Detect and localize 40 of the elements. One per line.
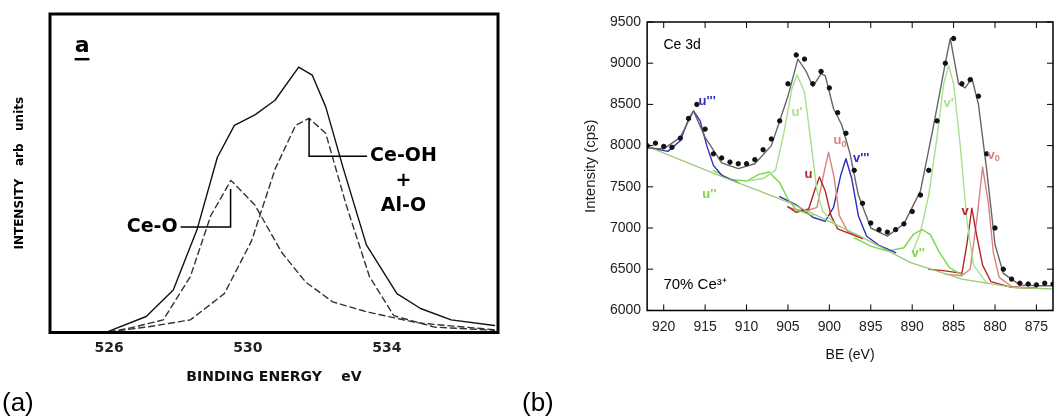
x-tick-label: 534 <box>372 339 402 356</box>
text: (b) <box>522 387 554 418</box>
x-axis-title: BINDING ENERGY eV <box>186 368 362 385</box>
y-axis-title: Intensity (cps) <box>581 119 599 213</box>
annotation: 70% Ce³⁺ <box>663 274 727 292</box>
text: (a) <box>2 387 34 418</box>
x-tick-label: 895 <box>859 317 883 334</box>
x-tick-label: 915 <box>693 317 718 334</box>
y-tick-label: 6500 <box>609 260 642 277</box>
x-tick-label: 880 <box>983 317 1007 334</box>
series-label: v' <box>943 95 954 111</box>
x-tick-label: 920 <box>652 317 676 334</box>
series-label: v'' <box>911 245 925 261</box>
x-tick-label: 900 <box>817 317 842 334</box>
series-label: u <box>804 166 813 182</box>
y-tick-label: 7500 <box>609 177 642 194</box>
annotation: Ce 3d <box>663 35 701 52</box>
x-tick-label: 885 <box>941 317 966 334</box>
x-axis-title: BE (eV) <box>825 346 875 363</box>
annotation: Ce-OH + Al-O <box>370 143 437 215</box>
y-tick-label: 6000 <box>609 301 642 318</box>
series-label: u' <box>791 104 803 120</box>
text: a <box>74 31 90 57</box>
x-tick-label: 530 <box>233 339 263 356</box>
series-label: v''' <box>852 150 870 166</box>
x-tick-label: 875 <box>1024 317 1049 334</box>
x-tick-label: 910 <box>734 317 759 334</box>
y-axis-title: INTENSITY arb units <box>12 96 27 250</box>
x-tick-label: 526 <box>94 339 124 356</box>
y-tick-label: 7000 <box>609 218 642 235</box>
series-label: v <box>961 202 970 218</box>
x-tick-label: 905 <box>776 317 800 334</box>
y-tick-label: 8500 <box>609 95 642 112</box>
y-tick-label: 9500 <box>609 12 642 29</box>
series-label: u''' <box>698 92 716 108</box>
annotation: Ce-O <box>126 214 178 237</box>
x-tick-label: 890 <box>900 317 925 334</box>
series-label: u'' <box>702 185 717 201</box>
y-tick-label: 8000 <box>609 136 642 153</box>
y-tick-label: 9000 <box>609 54 642 71</box>
